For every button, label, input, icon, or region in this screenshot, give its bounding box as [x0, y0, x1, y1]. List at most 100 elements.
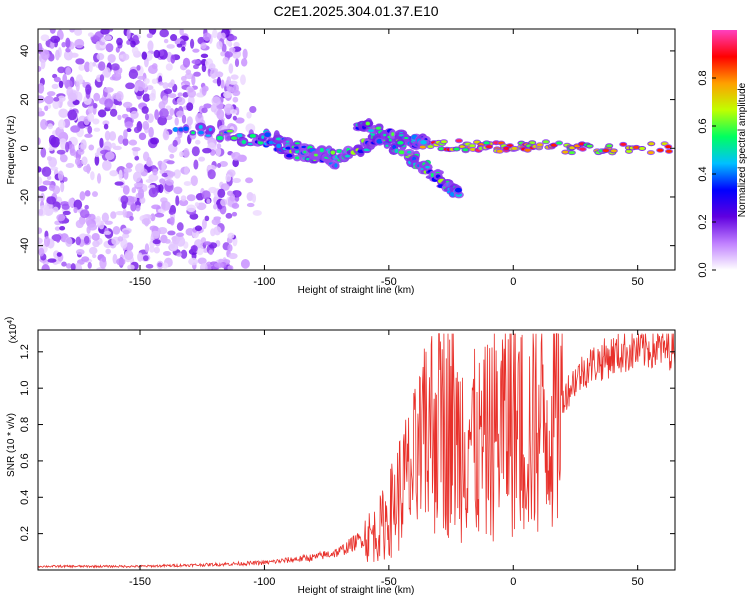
spectrum-mark	[112, 253, 118, 265]
spectrum-mark	[49, 29, 56, 34]
spectrum-mark	[95, 215, 102, 226]
spectrum-mark	[114, 181, 124, 186]
spectrum-mark	[536, 143, 543, 147]
spectrum-mark	[40, 147, 47, 158]
spectrum-mark	[53, 76, 61, 83]
spectrum-mark	[98, 61, 106, 71]
spectrum-mark	[240, 258, 250, 269]
spectrum-mark	[556, 141, 563, 145]
spectrum-mark	[144, 57, 149, 68]
spectrum-mark	[81, 256, 90, 263]
spectrum-mark	[661, 142, 668, 146]
svg-text:(x104): (x104)	[4, 317, 19, 344]
spectrum-mark	[105, 43, 114, 53]
spectrum-mark	[246, 111, 252, 119]
spectrum-mark	[162, 262, 169, 269]
spectrum-mark	[197, 257, 207, 265]
spectrum-mark	[203, 103, 212, 109]
colorbar-tick-label: 0.2	[697, 214, 709, 229]
spectrum-mark	[181, 46, 186, 52]
spectrum-mark	[55, 126, 65, 138]
spectrum-mark	[231, 151, 241, 161]
spectrum-mark	[130, 40, 136, 48]
spectrum-mark	[133, 182, 144, 188]
spectrum-mark	[191, 131, 195, 135]
spectrum-mark	[216, 41, 223, 50]
spectrum-mark	[579, 147, 586, 151]
spectrum-mark	[427, 145, 434, 149]
spectrum-mark	[234, 58, 240, 68]
spectrum-mark	[205, 134, 211, 137]
spectrum-mark	[88, 246, 98, 255]
spectrum-mark	[247, 142, 254, 146]
spectrum-mark	[229, 47, 236, 53]
spectrum-mark	[44, 95, 54, 105]
snr-series-line	[38, 333, 675, 569]
spectrum-mark	[550, 143, 557, 147]
spectrum-mark	[93, 127, 101, 132]
spectrum-mark	[75, 58, 85, 65]
spectrum-mark	[151, 78, 158, 85]
spectrum-mark	[122, 101, 133, 109]
spectrum-mark	[57, 95, 66, 102]
spectrum-mark	[92, 253, 97, 259]
spectrum-mark	[96, 53, 105, 61]
spectrum-mark	[215, 146, 222, 157]
x-tick-label: 0	[510, 576, 516, 588]
spectrum-mark	[135, 163, 145, 174]
spectrum-mark	[161, 172, 169, 178]
spectrum-mark	[86, 225, 91, 234]
spectrum-mark	[188, 257, 199, 266]
spectrum-mark	[524, 148, 531, 152]
spectrum-mark	[67, 109, 78, 121]
spectrum-mark	[123, 129, 128, 140]
spectrum-mark	[119, 54, 124, 59]
spectrum-mark	[54, 226, 61, 231]
spectrum-mark	[397, 140, 404, 145]
spectrum-mark	[175, 236, 186, 247]
spectrum-mark	[157, 115, 168, 126]
spectrum-mark	[159, 108, 169, 119]
spectrum-mark	[625, 149, 632, 153]
spectrum-mark	[194, 202, 200, 207]
spectrum-mark	[120, 53, 130, 61]
spectrum-mark	[161, 200, 171, 211]
spectrum-mark	[116, 258, 126, 266]
spectrum-mark	[58, 80, 64, 89]
y-tick-label: 0.8	[19, 417, 31, 432]
spectrum-mark	[117, 114, 122, 121]
snr-y-label: SNR (10 * v/v)	[6, 413, 17, 477]
spectrogram-y-axis: -40 -20 0 20 40	[19, 45, 675, 254]
spectrum-mark	[81, 156, 88, 166]
spectrum-mark	[227, 244, 233, 252]
spectrum-mark	[125, 82, 135, 90]
colorbar-scale	[712, 30, 737, 270]
spectrum-mark	[146, 156, 152, 167]
spectrum-mark	[602, 149, 609, 153]
spectrum-mark	[164, 238, 171, 244]
spectrum-mark	[183, 147, 190, 158]
spectrum-mark	[145, 263, 154, 269]
spectrum-mark	[220, 198, 228, 207]
y-tick-label: -40	[19, 238, 31, 254]
spectrum-mark	[375, 126, 382, 130]
spectrum-mark	[41, 264, 50, 270]
spectrum-mark	[56, 252, 62, 257]
spectrum-mark	[176, 96, 186, 106]
spectrum-mark	[67, 92, 77, 102]
spectrum-mark	[176, 222, 184, 231]
spectrum-mark	[190, 38, 195, 49]
spectrum-mark	[183, 166, 189, 175]
spectrum-mark	[210, 68, 218, 79]
spectrum-mark	[80, 139, 87, 151]
spectrum-mark	[180, 75, 187, 82]
y-tick-label: 20	[19, 93, 31, 105]
spectrum-mark	[122, 208, 127, 218]
spectrum-mark	[453, 147, 460, 151]
spectrum-mark	[186, 116, 193, 126]
spectrum-mark	[208, 249, 214, 256]
spectrum-mark	[294, 146, 300, 149]
spectrum-mark	[388, 138, 392, 142]
spectrum-mark	[40, 58, 46, 70]
spectrum-mark	[219, 160, 228, 168]
